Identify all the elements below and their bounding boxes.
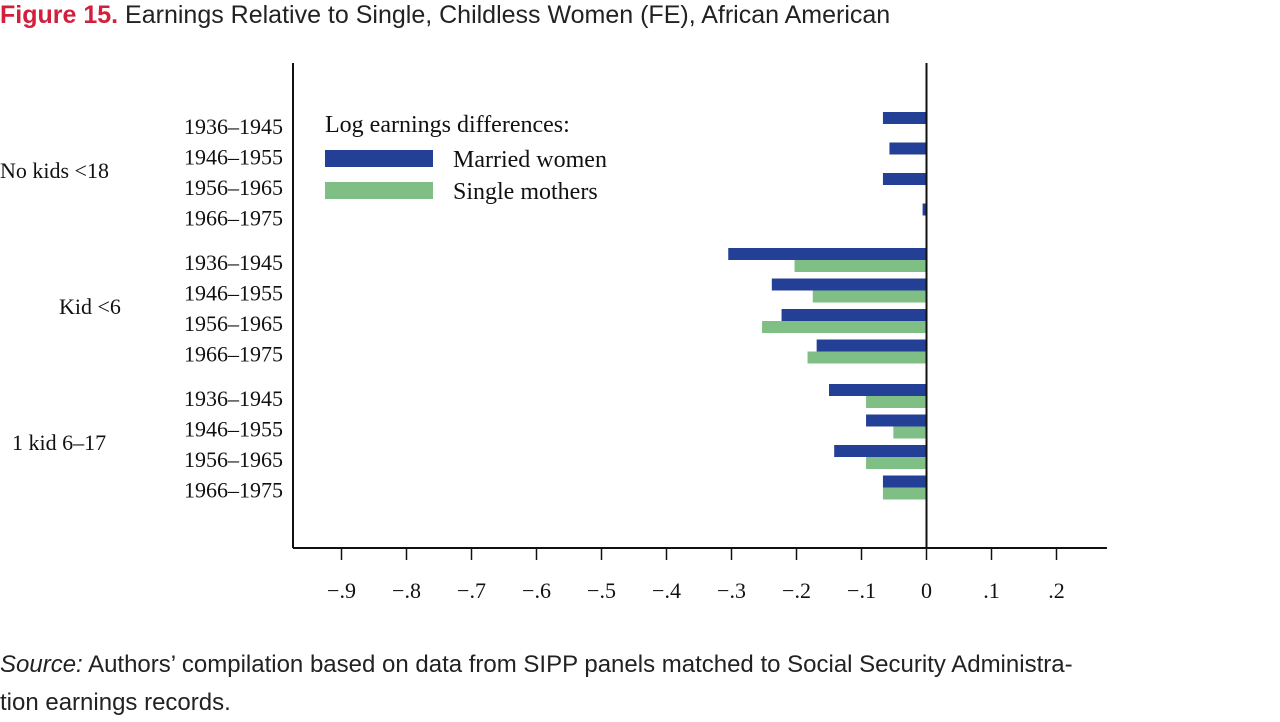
bar-married-women xyxy=(834,445,927,457)
x-tick-label: −.1 xyxy=(847,578,876,603)
bar-single-mothers xyxy=(866,457,927,469)
figure-title: Figure 15. Earnings Relative to Single, … xyxy=(0,0,890,30)
cohort-label: 1936–1945 xyxy=(184,250,283,275)
x-tick-label: −.2 xyxy=(782,578,811,603)
cohort-label: 1946–1955 xyxy=(184,145,283,170)
cohort-label: 1936–1945 xyxy=(184,114,283,139)
cohort-label: 1966–1975 xyxy=(184,478,283,503)
cohort-label: 1966–1975 xyxy=(184,342,283,367)
bar-married-women xyxy=(816,339,927,352)
bar-married-women xyxy=(771,278,927,291)
bar-married-women xyxy=(882,173,927,185)
bar-married-women xyxy=(889,142,927,155)
group-label: Kid <6 xyxy=(59,294,121,319)
x-tick-label: .2 xyxy=(1048,578,1065,603)
cohort-label: 1946–1955 xyxy=(184,417,283,442)
cohort-label: 1956–1965 xyxy=(184,311,283,336)
bar-single-mothers xyxy=(762,321,927,333)
legend: Log earnings differences: Married women … xyxy=(325,112,607,205)
bar-single-mothers xyxy=(794,260,927,272)
x-tick-labels-layer: −.9 −.8 −.7 −.6 −.5 −.4 −.3 −.2 −.1 0 .1 .2 xyxy=(327,578,1065,603)
bar-single-mothers xyxy=(812,290,927,303)
x-tick-label: −.7 xyxy=(457,578,486,603)
group-label: 1 kid 6–17 xyxy=(12,430,106,455)
bars-layer xyxy=(728,112,927,500)
legend-label-single-mothers: Single mothers xyxy=(453,179,598,205)
bar-single-mothers xyxy=(866,396,927,408)
bar-married-women xyxy=(728,248,927,260)
bar-married-women xyxy=(866,414,927,427)
legend-label-married-women: Married women xyxy=(453,147,607,173)
figure-number: Figure 15. xyxy=(0,1,119,29)
axes-layer xyxy=(292,63,1107,560)
x-tick-label: −.8 xyxy=(392,578,421,603)
x-tick-label: .1 xyxy=(983,578,1000,603)
group-label: No kids <18 xyxy=(0,158,109,183)
legend-swatch-single-mothers xyxy=(325,182,433,199)
cohort-label: 1966–1975 xyxy=(184,206,283,231)
cohort-label: 1956–1965 xyxy=(184,447,283,472)
x-tick-label: −.5 xyxy=(587,578,616,603)
x-tick-label: 0 xyxy=(921,578,932,603)
bar-single-mothers xyxy=(882,487,927,500)
legend-swatch-married-women xyxy=(325,150,433,167)
y-labels-layer: 1936–1945 1946–1955 1956–1965 1966–1975 No k… xyxy=(0,114,283,503)
bar-single-mothers xyxy=(807,351,927,364)
cohort-label: 1956–1965 xyxy=(184,175,283,200)
cohort-label: 1936–1945 xyxy=(184,386,283,411)
bar-married-women xyxy=(829,384,927,396)
bar-married-women xyxy=(781,309,927,321)
x-tick-label: −.9 xyxy=(327,578,356,603)
source-text-line-1: Authors’ compilation based on data from … xyxy=(88,651,1073,678)
x-tick-label: −.4 xyxy=(652,578,681,603)
bar-married-women xyxy=(882,112,927,124)
x-tick-label: −.6 xyxy=(522,578,551,603)
bar-married-women xyxy=(882,475,927,488)
source-note: Source: Authors’ compilation based on da… xyxy=(0,646,1280,722)
bar-single-mothers xyxy=(893,426,927,439)
legend-title: Log earnings differences: xyxy=(325,112,570,138)
cohort-label: 1946–1955 xyxy=(184,281,283,306)
x-tick-label: −.3 xyxy=(717,578,746,603)
source-text-line-2: tion earnings records. xyxy=(0,689,231,716)
bar-married-women xyxy=(922,203,927,216)
figure-title-text: Earnings Relative to Single, Childless W… xyxy=(125,1,891,29)
source-label: Source: xyxy=(0,651,83,678)
source-line-1: Source: Authors’ compilation based on da… xyxy=(0,646,1280,684)
